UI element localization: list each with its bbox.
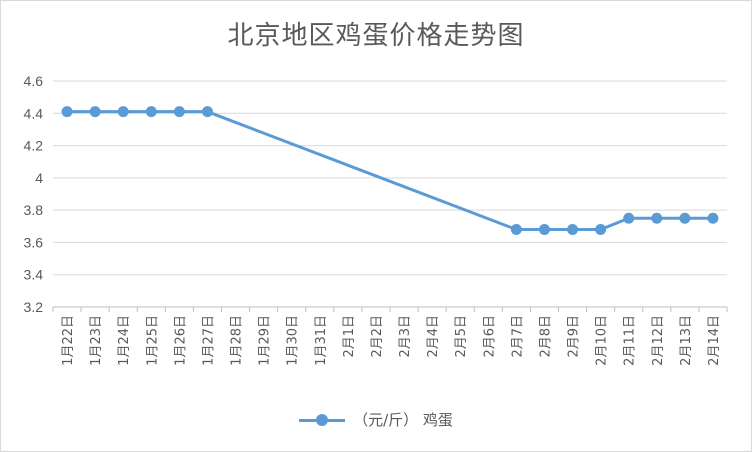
y-tick-label: 4 — [35, 170, 43, 186]
y-tick-label: 3.6 — [24, 234, 44, 250]
data-point — [510, 224, 522, 236]
x-tick-label: 2月8日 — [538, 315, 553, 358]
x-tick-label: 2月5日 — [454, 315, 469, 358]
x-tick-label: 2月13日 — [679, 315, 694, 366]
x-tick-label: 2月2日 — [370, 315, 385, 358]
series-line — [67, 110, 713, 232]
x-tick-label: 1月31日 — [314, 315, 329, 366]
x-tick-label: 1月23日 — [89, 315, 104, 366]
x-tick-label: 2月14日 — [707, 315, 722, 366]
x-tick-label: 1月27日 — [201, 315, 216, 366]
x-tick-label: 2月3日 — [398, 315, 413, 358]
y-tick-label: 3.2 — [24, 299, 44, 315]
data-point — [679, 212, 691, 224]
data-point — [623, 212, 635, 224]
data-point — [538, 224, 550, 236]
data-point — [201, 106, 213, 118]
data-point — [567, 224, 579, 236]
x-tick-label: 1月26日 — [173, 315, 188, 366]
y-tick-label: 4.2 — [24, 138, 44, 154]
x-tick-label: 1月28日 — [230, 315, 245, 366]
data-point — [61, 106, 73, 118]
x-tick-label: 2月1日 — [342, 315, 357, 358]
y-tick-label: 4.6 — [24, 73, 44, 89]
x-tick-label: 2月10日 — [595, 315, 610, 366]
chart-title: 北京地区鸡蛋价格走势图 — [227, 21, 525, 51]
data-point — [173, 106, 185, 118]
x-tick-label: 1月22日 — [61, 315, 76, 366]
data-point — [707, 212, 719, 224]
y-tick-label: 3.8 — [24, 202, 44, 218]
x-tick-label: 2月7日 — [510, 315, 525, 358]
legend-label: （元/斤） 鸡蛋 — [353, 411, 453, 429]
data-point — [595, 224, 607, 236]
legend-line-marker-icon — [299, 413, 346, 427]
plot-area: 3.2 3.4 3.6 3.8 4 4.2 4.4 4.6 1月22日 1月23日 1月24日 1月… — [24, 73, 728, 366]
x-tick-label: 1月29日 — [258, 315, 273, 366]
x-tick-label: 2月6日 — [482, 315, 497, 358]
y-tick-label: 3.4 — [24, 267, 44, 283]
x-tick-label: 2月11日 — [623, 315, 638, 366]
x-tick-label: 1月25日 — [145, 315, 160, 366]
legend: （元/斤） 鸡蛋 — [1, 409, 751, 430]
data-point — [117, 106, 129, 118]
x-tick-label: 1月30日 — [286, 315, 301, 366]
data-point — [145, 106, 157, 118]
x-tick-label: 2月9日 — [567, 315, 582, 358]
data-point — [89, 106, 101, 118]
data-point — [651, 212, 663, 224]
x-tick-label: 2月12日 — [651, 315, 666, 366]
x-tick-label: 2月4日 — [426, 315, 441, 358]
y-tick-label: 4.4 — [24, 105, 44, 121]
x-tick-label: 1月24日 — [117, 315, 132, 366]
